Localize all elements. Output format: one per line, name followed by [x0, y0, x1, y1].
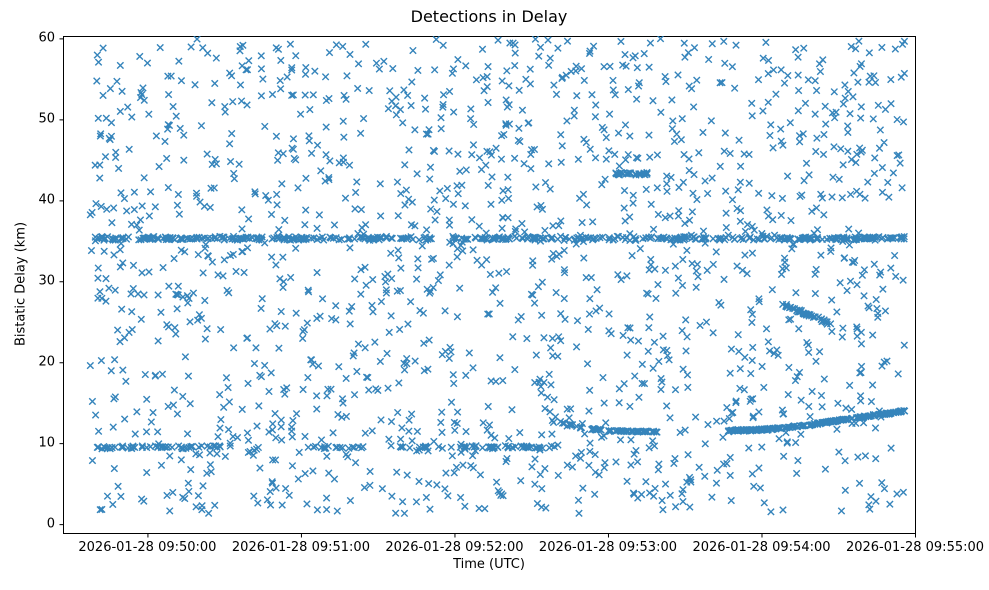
- x-tick-label: 2026-01-28 09:53:00: [538, 540, 678, 555]
- y-tick-label: 20: [38, 354, 55, 370]
- x-tick-label: 2026-01-28 09:54:00: [692, 540, 831, 555]
- y-tick-label: 0: [46, 516, 55, 532]
- x-tick-label: 2026-01-28 09:52:00: [385, 540, 524, 555]
- x-axis-label: Time (UTC): [453, 557, 525, 572]
- chart-title: Detections in Delay: [410, 7, 568, 26]
- y-tick-label: 30: [38, 273, 55, 289]
- y-tick-label: 10: [38, 435, 55, 451]
- x-tick-label: 2026-01-28 09:51:00: [231, 540, 370, 555]
- y-tick-label: 60: [38, 30, 55, 46]
- y-axis-label: Bistatic Delay (km): [13, 221, 29, 347]
- y-tick-label: 40: [38, 192, 55, 208]
- x-tick-label: 2026-01-28 09:55:00: [845, 540, 985, 555]
- x-tick-label: 2026-01-28 09:50:00: [78, 540, 217, 555]
- y-tick-label: 50: [38, 111, 55, 127]
